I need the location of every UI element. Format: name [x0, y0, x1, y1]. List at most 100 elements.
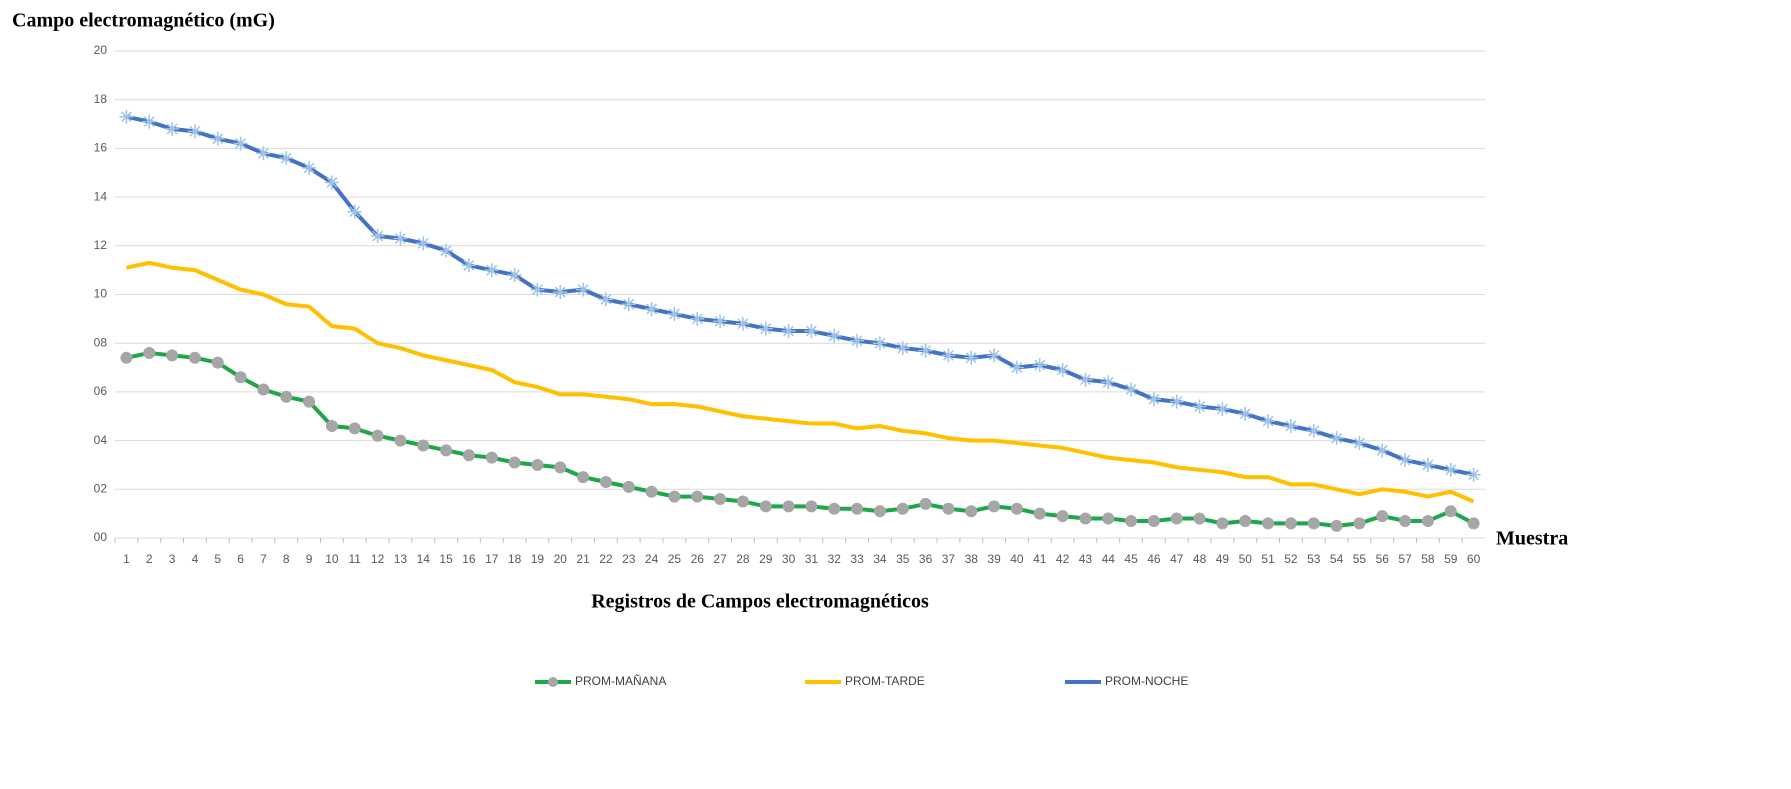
x-tick-label: 49	[1216, 552, 1230, 566]
marker	[1261, 414, 1276, 429]
marker	[462, 449, 475, 462]
marker	[440, 444, 453, 457]
marker	[1125, 514, 1138, 527]
marker	[850, 333, 865, 348]
y-tick-label: 10	[94, 287, 108, 301]
y-tick-label: 08	[94, 335, 108, 349]
marker	[988, 500, 1001, 513]
marker	[1352, 436, 1367, 451]
x-tick-label: 20	[554, 552, 568, 566]
x-tick-label: 55	[1353, 552, 1367, 566]
x-tick-label: 54	[1330, 552, 1344, 566]
marker	[896, 502, 909, 515]
x-tick-label: 50	[1239, 552, 1253, 566]
marker	[439, 243, 454, 258]
marker	[1398, 453, 1413, 468]
marker	[735, 316, 750, 331]
marker	[941, 348, 956, 363]
x-tick-label: 7	[260, 552, 267, 566]
x-tick-label: 41	[1033, 552, 1047, 566]
x-tick-label: 51	[1261, 552, 1275, 566]
y-tick-label: 20	[94, 43, 108, 57]
x-tick-label: 15	[439, 552, 453, 566]
marker	[417, 439, 430, 452]
marker	[370, 229, 385, 244]
marker	[1055, 362, 1070, 377]
marker	[120, 351, 133, 364]
marker	[1375, 443, 1390, 458]
x-tick-label: 31	[805, 552, 819, 566]
x-tick-label: 26	[691, 552, 705, 566]
x-tick-label: 34	[873, 552, 887, 566]
marker	[1467, 517, 1480, 530]
x-tick-label: 27	[713, 552, 727, 566]
x-tick-label: 9	[306, 552, 313, 566]
y-tick-label: 00	[94, 530, 108, 544]
x-tick-label: 12	[371, 552, 385, 566]
x-tick-label: 11	[349, 552, 362, 566]
marker	[1307, 517, 1320, 530]
x-tick-label: 45	[1124, 552, 1138, 566]
y-tick-label: 02	[94, 481, 108, 495]
marker	[598, 292, 613, 307]
x-tick-label: 52	[1284, 552, 1298, 566]
legend-marker	[548, 677, 558, 687]
marker	[1169, 394, 1184, 409]
series-line	[125, 114, 1474, 477]
marker	[577, 471, 590, 484]
y-tick-label: 14	[94, 189, 108, 203]
marker	[1010, 502, 1023, 515]
marker	[804, 324, 819, 339]
marker	[1444, 505, 1457, 518]
marker	[188, 351, 201, 364]
x-tick-label: 48	[1193, 552, 1207, 566]
marker	[1284, 517, 1297, 530]
x-tick-label: 33	[850, 552, 864, 566]
x-tick-label: 6	[237, 552, 244, 566]
marker	[691, 490, 704, 503]
x-tick-label: 23	[622, 552, 636, 566]
marker	[394, 434, 407, 447]
x-tick-label: 30	[782, 552, 796, 566]
y-tick-label: 16	[94, 141, 108, 155]
marker	[1353, 517, 1366, 530]
x-tick-label: 21	[576, 552, 590, 566]
x-tick-label: 60	[1467, 552, 1481, 566]
x-tick-label: 46	[1147, 552, 1161, 566]
marker	[210, 131, 225, 146]
x-axis-end-label: Muestra	[1496, 528, 1568, 550]
marker	[714, 493, 727, 506]
x-tick-label: 29	[759, 552, 773, 566]
marker	[895, 341, 910, 356]
marker	[1079, 512, 1092, 525]
marker	[303, 395, 316, 408]
series-line	[125, 350, 1475, 528]
marker	[211, 356, 224, 369]
marker	[758, 321, 773, 336]
marker	[987, 348, 1002, 363]
x-tick-label: 42	[1056, 552, 1070, 566]
y-tick-label: 18	[94, 92, 108, 106]
marker	[1329, 431, 1344, 446]
marker	[165, 121, 180, 136]
marker	[713, 314, 728, 329]
x-tick-label: 16	[462, 552, 476, 566]
x-tick-label: 56	[1376, 552, 1390, 566]
marker	[1009, 360, 1024, 375]
marker	[484, 263, 499, 278]
y-axis-title: Campo electromagnético (mG)	[12, 10, 275, 32]
marker	[782, 500, 795, 513]
marker	[736, 495, 749, 508]
y-tick-label: 06	[94, 384, 108, 398]
marker	[119, 109, 134, 124]
marker	[1147, 514, 1160, 527]
x-tick-label: 25	[668, 552, 682, 566]
marker	[1033, 507, 1046, 520]
marker	[507, 268, 522, 283]
x-tick-label: 24	[645, 552, 659, 566]
x-tick-label: 35	[896, 552, 910, 566]
x-tick-label: 44	[1102, 552, 1116, 566]
marker	[759, 500, 772, 513]
marker	[827, 328, 842, 343]
marker	[166, 349, 179, 362]
